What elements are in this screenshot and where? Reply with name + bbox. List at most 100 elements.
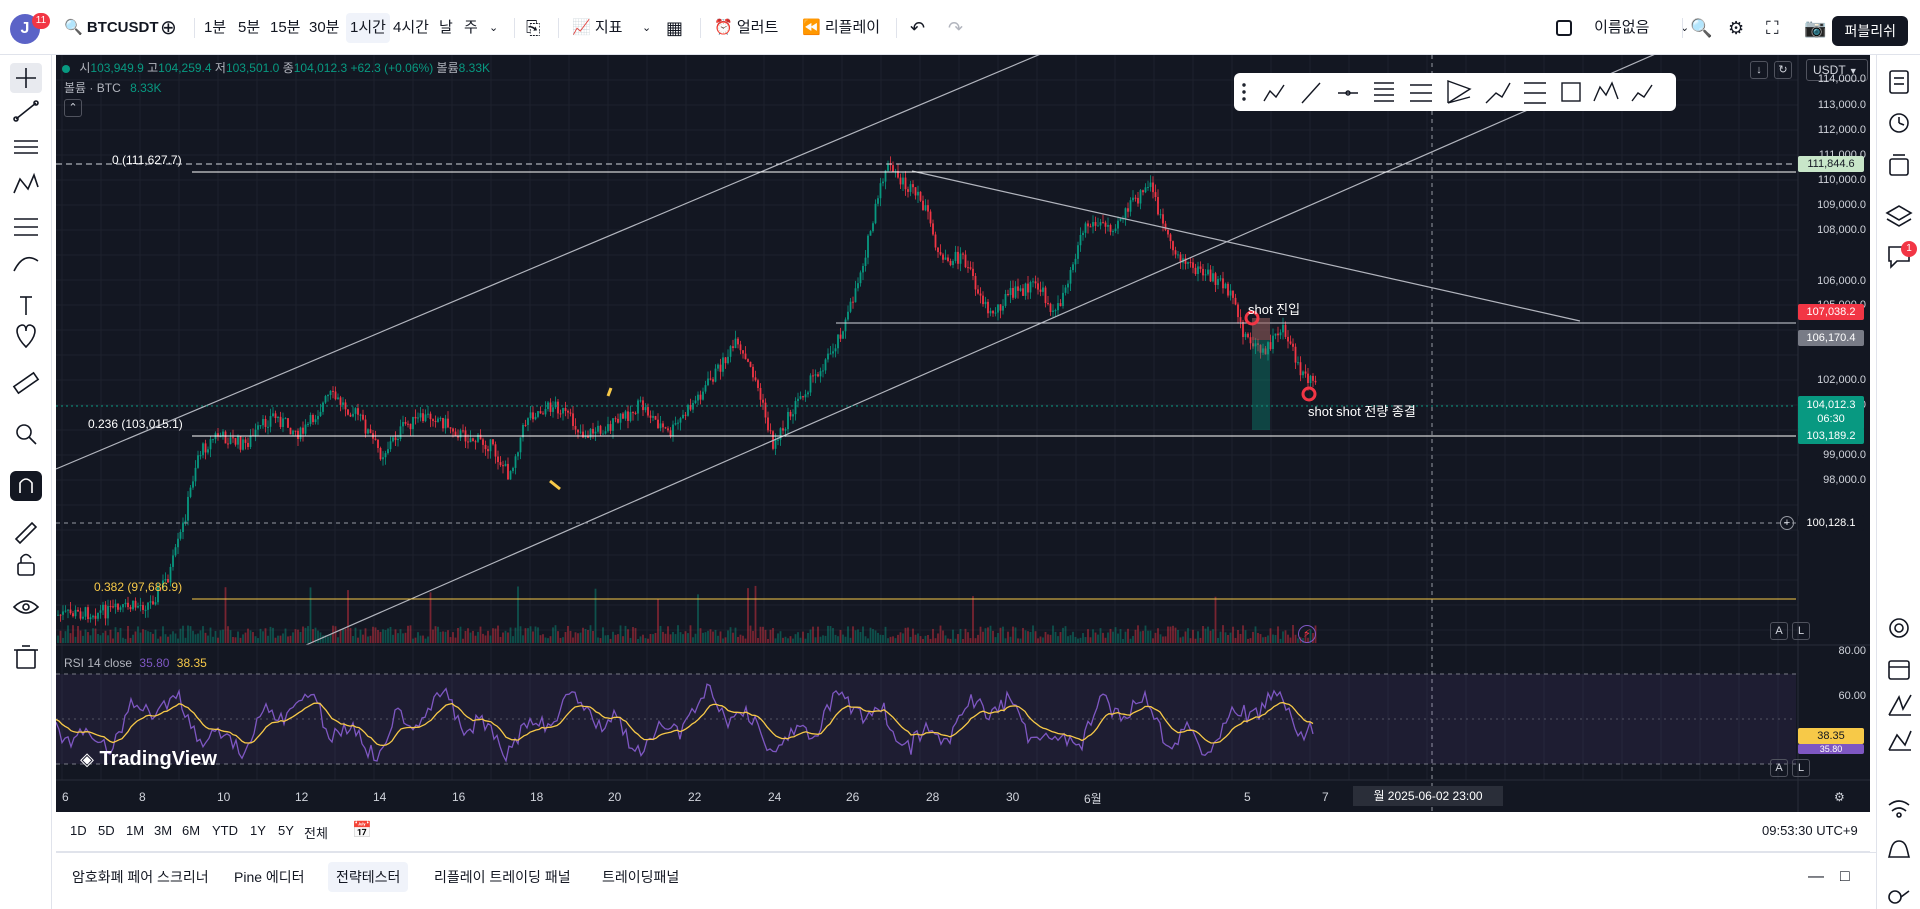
- tf-30m[interactable]: 30분: [309, 19, 340, 36]
- range-1y[interactable]: 1Y: [250, 823, 266, 838]
- publish-button[interactable]: 퍼블리쉬: [1832, 16, 1908, 46]
- tab-replay-trading[interactable]: 리플레이 트레이딩 패널: [434, 869, 571, 885]
- range-6m[interactable]: 6M: [182, 823, 201, 838]
- scroll-down-icon[interactable]: ↓: [1750, 61, 1768, 79]
- log-scale-button[interactable]: L: [1792, 622, 1810, 640]
- date-range-bar: 1D 5D 1M 3M 6M YTD 1Y 5Y 전체 📅 09:53:30 U…: [56, 812, 1870, 852]
- auto-scale-button[interactable]: A: [1770, 622, 1788, 640]
- currency-select[interactable]: USDT ▼: [1806, 59, 1868, 81]
- price-tag-high: 111,844.6: [1798, 156, 1864, 172]
- range-1m[interactable]: 1M: [126, 823, 145, 838]
- collapse-legend-icon[interactable]: ⌃: [64, 99, 82, 117]
- notification-bell-icon[interactable]: [1887, 837, 1911, 863]
- tf-day[interactable]: 날: [439, 19, 453, 36]
- clock-timezone[interactable]: 09:53:30 UTC+9: [1762, 823, 1858, 838]
- highlight-mark: [549, 479, 561, 491]
- ohlc-legend[interactable]: 시103,949.9 고104,259.4 저103,501.0 종104,01…: [62, 59, 490, 76]
- price-axis-label: 109,000.0: [1817, 199, 1866, 211]
- entry-marker[interactable]: [1244, 310, 1260, 326]
- exit-note[interactable]: shot shot 전량 종결: [1308, 404, 1416, 419]
- range-all[interactable]: 전체: [304, 826, 328, 841]
- settings-gear-icon[interactable]: ⚙: [1728, 18, 1745, 38]
- rsi-auto-scale-button[interactable]: A: [1770, 759, 1788, 777]
- layers-icon[interactable]: [1887, 203, 1911, 227]
- chat-icon[interactable]: [1887, 243, 1911, 269]
- alert-button[interactable]: ⏰ 얼러트: [714, 13, 778, 43]
- price-chart[interactable]: [56, 55, 1870, 812]
- range-ytd[interactable]: YTD: [212, 823, 238, 838]
- tf-1m[interactable]: 1분: [204, 19, 227, 36]
- undo-icon[interactable]: ↶: [910, 18, 926, 38]
- rsi-log-scale-button[interactable]: L: [1792, 759, 1810, 777]
- price-axis-label: 112,000.0: [1817, 124, 1866, 136]
- tf-5m[interactable]: 5분: [238, 19, 261, 36]
- symbol-search[interactable]: 🔍 BTCUSDT: [64, 13, 159, 43]
- fib-label-0236: 0.236 (103,015.1): [88, 417, 183, 431]
- range-3m[interactable]: 3M: [154, 823, 173, 838]
- calendar-icon[interactable]: [1887, 657, 1911, 683]
- tf-1h[interactable]: 1시간: [346, 13, 390, 43]
- time-axis-label: 20: [608, 790, 622, 804]
- tf-week[interactable]: 주: [464, 19, 478, 36]
- channel-upper-line[interactable]: [56, 55, 1062, 470]
- rsi-legend[interactable]: RSI 14 close 35.80 38.35: [64, 656, 207, 670]
- indicators-button[interactable]: 📈 지표: [572, 13, 622, 43]
- price-axis-label: 106,000.0: [1817, 275, 1866, 287]
- lightning-icon[interactable]: ⚡: [1298, 625, 1316, 643]
- layout-grid-icon[interactable]: ▦: [666, 18, 684, 38]
- camera-icon[interactable]: 📷: [1804, 18, 1827, 38]
- add-symbol-icon[interactable]: ⊕: [160, 17, 177, 39]
- entry-note[interactable]: shot 진입: [1248, 302, 1301, 317]
- search-icon: 🔍: [64, 19, 83, 36]
- add-alert-icon[interactable]: +: [1780, 516, 1794, 530]
- replay-label: 리플레이: [824, 19, 881, 36]
- trend-icon[interactable]: [1887, 729, 1911, 755]
- tab-strategy-tester[interactable]: 전략테스터: [328, 862, 409, 892]
- tf-15m[interactable]: 15분: [270, 19, 301, 36]
- short-stop-box[interactable]: [1252, 318, 1270, 340]
- ideas-icon[interactable]: [1887, 693, 1911, 719]
- tab-trading-panel[interactable]: 트레이딩패널: [602, 869, 680, 885]
- range-5d[interactable]: 5D: [98, 823, 115, 838]
- volume-legend[interactable]: 볼륨 · BTC 8.33K: [64, 81, 162, 95]
- quick-search-icon[interactable]: 🔍: [1690, 18, 1713, 38]
- help-icon[interactable]: [1887, 885, 1911, 905]
- range-1d[interactable]: 1D: [70, 823, 87, 838]
- target-icon[interactable]: [1887, 615, 1911, 641]
- tab-crypto-screener[interactable]: 암호화폐 페어 스크리너: [72, 869, 209, 885]
- time-axis-label: 16: [452, 790, 466, 804]
- signal-icon[interactable]: [1887, 795, 1911, 821]
- drawing-toolbar-icons[interactable]: [1234, 73, 1676, 111]
- alerts-clock-icon[interactable]: [1890, 113, 1910, 135]
- chart-pane[interactable]: 시103,949.9 고104,259.4 저103,501.0 종104,01…: [56, 55, 1870, 812]
- calendar-icon[interactable]: 📅: [352, 822, 372, 839]
- channel-lower-line[interactable]: [305, 55, 1676, 646]
- indicators-icon: 📈: [572, 19, 591, 36]
- tf-4h[interactable]: 4시간: [393, 19, 429, 36]
- minimize-icon[interactable]: —: [1808, 868, 1824, 885]
- exit-marker[interactable]: [1301, 386, 1317, 402]
- short-position-box[interactable]: [1252, 318, 1270, 430]
- data-window-icon[interactable]: [1890, 153, 1910, 177]
- chart-settings-gear-icon[interactable]: ⚙: [1834, 790, 1845, 804]
- tab-pine-editor[interactable]: Pine 에디터: [234, 869, 305, 885]
- chevron-down-icon[interactable]: ⌄: [1680, 22, 1690, 34]
- fullscreen-icon[interactable]: ⛶: [1766, 18, 1779, 38]
- range-5y[interactable]: 5Y: [278, 823, 294, 838]
- candle-type-icon[interactable]: ⎘: [526, 18, 541, 38]
- replay-button[interactable]: ⏪ 리플레이: [802, 13, 880, 43]
- tv-logo-icon: ⠀◈: [66, 749, 94, 769]
- reset-view-icon[interactable]: ↻: [1774, 61, 1792, 79]
- right-sidebar: 1: [1876, 55, 1920, 909]
- layout-name-button[interactable]: 이름없음: [1556, 13, 1649, 43]
- time-axis-label: 30: [1006, 790, 1020, 804]
- chevron-down-icon[interactable]: ⌄: [489, 22, 499, 34]
- rsi-axis-80: 80.00: [1838, 645, 1866, 657]
- descending-trendline[interactable]: [911, 170, 1581, 322]
- maximize-icon[interactable]: □: [1840, 868, 1850, 885]
- redo-icon[interactable]: ↷: [948, 18, 964, 38]
- watchlist-icon[interactable]: [1890, 69, 1910, 95]
- rsi-pane: [56, 644, 1870, 765]
- chevron-down-icon[interactable]: ⌄: [642, 22, 652, 34]
